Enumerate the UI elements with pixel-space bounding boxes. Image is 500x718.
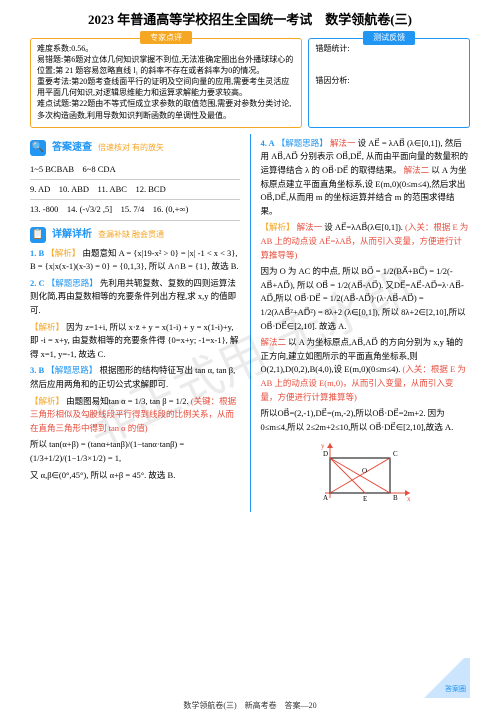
- q4-m2-tag: 解法二: [404, 165, 430, 175]
- column-divider: [250, 134, 251, 512]
- q4-s1-tag: 解法一: [297, 222, 323, 232]
- q2-solve-tag: 【解析】: [30, 322, 64, 332]
- svg-text:E: E: [363, 495, 367, 503]
- q4-cont1: 因为 O 为 AC 的中点, 所以 BO⃗ = 1/2(BA⃗+BC⃗) = 1…: [261, 265, 471, 333]
- page-corner: 答案圈: [420, 658, 470, 698]
- right-column: 4. A 【解题思路】 解法一 设 AE⃗ = λAB⃗ (λ∈[0,1]), …: [261, 134, 471, 512]
- answer-row: 13. -800 14. (-√3/2 ,5] 15. 7/4 16. (0,+…: [30, 200, 240, 220]
- corner-text: 答案圈: [445, 684, 466, 695]
- q2-path: 2. C 【解题思路】 先利用共轭复数、复数的四则运算法则化简,再由复数相等的充…: [30, 277, 240, 318]
- q4-num: 4. A: [261, 138, 275, 148]
- q2-path-tag: 【解题思路】: [47, 278, 98, 288]
- expert-line: 易错题:第6题对立体几何知识掌握不到位,无法准确定圈出台外播球球心的位置;第 2…: [37, 54, 295, 76]
- q3-path-tag: 【解题思路】: [46, 365, 97, 375]
- quick-title: 答案速查: [52, 140, 92, 155]
- q3-path: 3. B 【解题思路】 根据图形的结构特征写出 tan α, tan β, 然后…: [30, 364, 240, 391]
- q4-solve: 【解析】 解法一 设 AE⃗=λAB⃗(λ∈[0,1]). (入关：根据 E 为…: [261, 221, 471, 262]
- q4-solve2: 解法二 以 A 为坐标原点,AB⃗,AD⃗ 的方向分别为 x,y 轴的正方向,建…: [261, 336, 471, 404]
- svg-text:y: y: [321, 442, 325, 450]
- expert-line: 重要考法:第20题考查线面平行的证明及空间向量的应用,需要考生灵活应用平面几何知…: [37, 76, 295, 98]
- svg-text:C: C: [393, 450, 398, 458]
- q3-solve-tag: 【解析】: [30, 396, 64, 406]
- q3-solve: 【解析】 由题图易知tan α = 1/3, tan β = 1/2. (关键：…: [30, 395, 240, 436]
- quick-answer-header: 🔍 答案速查 倍速核对 有的放矢: [30, 140, 240, 156]
- quick-sub: 倍速核对 有的放矢: [98, 142, 164, 154]
- q1-tag: 【解析】: [46, 248, 80, 258]
- q4-m1-tag: 解法一: [330, 138, 356, 148]
- left-column: 🔍 答案速查 倍速核对 有的放矢 1~5 BCBAB 6~8 CDA 9. AD…: [30, 134, 240, 512]
- answer-row: 1~5 BCBAB 6~8 CDA: [30, 160, 240, 180]
- detail-sub: 查漏补缺 融会贯通: [98, 229, 164, 241]
- expert-line: 难度系数:0.56。: [37, 43, 295, 54]
- q4-s1: 设 AE⃗=λAB⃗(λ∈[0,1]).: [324, 222, 403, 232]
- detail-title: 详解详析: [52, 227, 92, 242]
- q1-num: 1. B: [30, 248, 44, 258]
- q3-end: 又 α,β∈(0°,45°), 所以 α+β = 45°. 故选 B.: [30, 469, 240, 483]
- expert-box: 专家点评 难度系数:0.56。 易错题:第6题对立体几何知识掌握不到位,无法准确…: [30, 38, 302, 128]
- content-columns: 🔍 答案速查 倍速核对 有的放矢 1~5 BCBAB 6~8 CDA 9. AD…: [0, 134, 500, 512]
- q2-num: 2. C: [30, 278, 45, 288]
- q2-solve: 【解析】 因为 z=1+i, 所以 x·z̄ + y = x(1-i) + y …: [30, 321, 240, 362]
- svg-text:B: B: [393, 494, 398, 502]
- page-title: 2023 年普通高等学校招生全国统一考试 数学领航卷(三): [0, 0, 500, 38]
- expert-label: 专家点评: [140, 31, 192, 44]
- expert-line: 难点试题:第22题由不等式恒成立求参数的取值范围,需要对参数分类讨论,多次构造函…: [37, 98, 295, 120]
- q3-solve-text: 由题图易知tan α = 1/3, tan β = 1/2.: [66, 396, 188, 406]
- svg-text:O: O: [362, 467, 367, 475]
- q3-num: 3. B: [30, 365, 44, 375]
- search-icon: 🔍: [30, 140, 46, 156]
- q4-cont2: 所以OB⃗=(2,-1),DE⃗=(m,-2),所以OB⃗·DE⃗=2m+2. …: [261, 407, 471, 434]
- page-footer: 数学领航卷(三) 新高考卷 答案—20: [0, 700, 500, 712]
- svg-text:x: x: [407, 495, 411, 503]
- q4-s2-tag: 解法二: [261, 337, 287, 347]
- answer-row: 9. AD 10. ABD 11. ABC 12. BCD: [30, 180, 240, 200]
- q3-formula: 所以 tan(α+β) = (tanα+tanβ)/(1−tanα·tanβ) …: [30, 438, 240, 465]
- svg-text:A: A: [323, 494, 328, 502]
- q4-path-tag: 【解题思路】: [277, 138, 328, 148]
- detail-header: 📋 详解详析 查漏补缺 融会贯通: [30, 227, 240, 243]
- q4-solve-tag: 【解析】: [261, 222, 295, 232]
- test-label: 测试反馈: [363, 31, 415, 45]
- q1: 1. B 【解析】 由题意知 A = {x|19-x² > 0} = |x| -…: [30, 247, 240, 274]
- coordinate-diagram: D C O A E B x y: [315, 438, 415, 508]
- test-line: 错因分析:: [315, 75, 463, 87]
- test-box: 测试反馈 错题统计: 错因分析:: [308, 38, 470, 128]
- list-icon: 📋: [30, 227, 46, 243]
- top-boxes: 专家点评 难度系数:0.56。 易错题:第6题对立体几何知识掌握不到位,无法准确…: [0, 38, 500, 128]
- q4-path: 4. A 【解题思路】 解法一 设 AE⃗ = λAB⃗ (λ∈[0,1]), …: [261, 137, 471, 219]
- svg-text:D: D: [323, 450, 328, 458]
